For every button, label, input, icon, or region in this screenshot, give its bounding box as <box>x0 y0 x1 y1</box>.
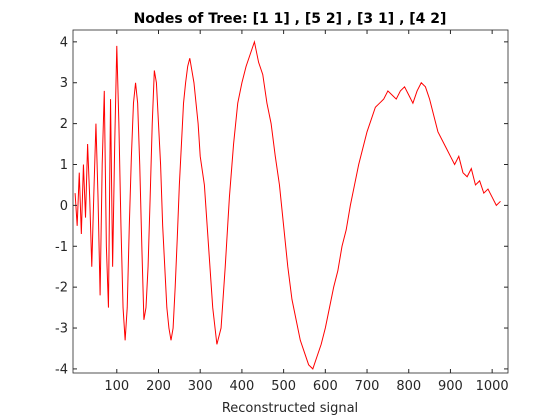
x-tick-label: 1000 <box>476 379 509 394</box>
x-tick-label: 500 <box>271 379 296 394</box>
x-tick-label: 600 <box>313 379 338 394</box>
y-tick-label: 0 <box>60 199 68 214</box>
x-tick-label: 100 <box>104 379 129 394</box>
x-tick-label: 700 <box>355 379 380 394</box>
chart-title: Nodes of Tree: [1 1] , [5 2] , [3 1] , [… <box>134 11 447 27</box>
y-tick-label: -1 <box>55 240 68 255</box>
y-tick-label: 3 <box>60 76 68 91</box>
signal-line <box>74 39 501 370</box>
x-tick-label: 800 <box>396 379 421 394</box>
y-tick-label: -3 <box>55 322 68 337</box>
y-tick-label: 1 <box>60 158 68 173</box>
plot-area <box>73 30 508 373</box>
x-tick-label: 200 <box>146 379 171 394</box>
y-tick-label: -4 <box>55 362 68 377</box>
x-tick-label: 400 <box>229 379 254 394</box>
x-tick-label: 900 <box>438 379 463 394</box>
y-tick-label: 2 <box>60 117 68 132</box>
x-axis-label: Reconstructed signal <box>222 401 358 416</box>
x-tick-label: 300 <box>188 379 213 394</box>
y-tick-label: 4 <box>60 35 68 50</box>
axes-box <box>72 29 509 374</box>
y-tick-label: -2 <box>55 281 68 296</box>
